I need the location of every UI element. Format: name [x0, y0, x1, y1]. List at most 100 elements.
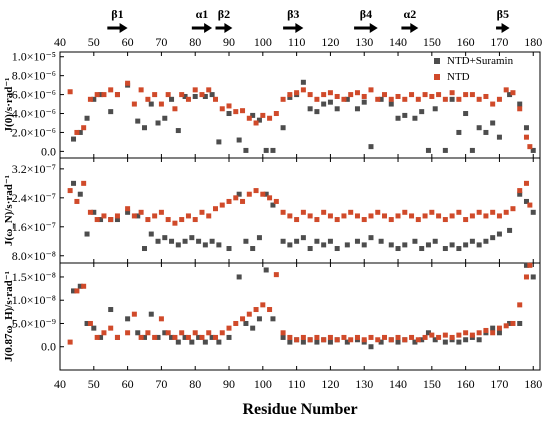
data-point — [243, 147, 249, 153]
data-point — [476, 96, 482, 102]
data-point — [523, 274, 529, 280]
data-point — [327, 213, 333, 219]
x-tick-label: 90 — [223, 35, 235, 49]
data-point — [138, 334, 144, 340]
data-point — [463, 92, 469, 98]
data-point — [496, 231, 502, 237]
data-point — [425, 147, 431, 153]
data-point — [354, 90, 360, 96]
data-point — [436, 213, 442, 219]
data-point — [209, 334, 215, 340]
data-point — [280, 125, 286, 131]
data-point — [145, 330, 151, 336]
data-point — [415, 96, 421, 102]
data-point — [185, 334, 191, 340]
y-tick-label: 5.0×10⁻⁹ — [12, 316, 56, 330]
data-point — [114, 217, 120, 223]
data-point — [429, 332, 435, 338]
data-point — [294, 217, 300, 223]
data-point — [321, 337, 327, 343]
data-point — [523, 125, 529, 131]
data-point — [270, 202, 276, 208]
data-point — [87, 96, 93, 102]
data-point — [162, 235, 168, 241]
data-point — [388, 242, 394, 248]
data-point — [422, 213, 428, 219]
data-point — [432, 106, 438, 112]
data-point — [84, 231, 90, 237]
data-point — [344, 96, 350, 102]
data-point — [175, 339, 181, 345]
data-point — [422, 92, 428, 98]
ss-arrow-head — [369, 23, 378, 33]
data-point — [530, 274, 536, 280]
data-point — [219, 106, 225, 112]
data-point — [131, 213, 137, 219]
data-point — [114, 213, 120, 219]
data-point — [179, 330, 185, 336]
data-point — [212, 96, 218, 102]
x-tick-label: 60 — [122, 377, 134, 391]
data-point — [267, 307, 273, 313]
data-point — [240, 316, 246, 322]
data-point — [334, 93, 340, 99]
data-point — [182, 238, 188, 244]
data-point — [131, 101, 137, 107]
data-point — [530, 209, 536, 215]
data-point — [155, 238, 161, 244]
data-point — [155, 334, 161, 340]
data-point — [84, 115, 90, 121]
data-point — [483, 327, 489, 333]
data-point — [209, 238, 215, 244]
data-point — [152, 213, 158, 219]
data-point — [206, 330, 212, 336]
data-point — [202, 93, 208, 99]
data-point — [442, 332, 448, 338]
data-point — [67, 89, 73, 95]
data-point — [523, 262, 529, 268]
data-point — [101, 330, 107, 336]
ss-element: α2 — [401, 7, 419, 33]
data-point — [395, 334, 401, 340]
data-point — [209, 92, 215, 98]
data-point — [307, 106, 313, 112]
data-point — [449, 242, 455, 248]
legend: NTD+Suramin NTD — [434, 55, 514, 83]
data-point — [152, 92, 158, 98]
data-point — [212, 206, 218, 212]
data-point — [409, 334, 415, 340]
data-point — [280, 330, 286, 336]
data-point — [409, 213, 415, 219]
data-point — [354, 106, 360, 112]
data-point — [243, 238, 249, 244]
data-point — [71, 288, 77, 294]
data-point — [98, 334, 104, 340]
data-point — [341, 213, 347, 219]
data-point — [378, 238, 384, 244]
data-point — [368, 334, 374, 340]
data-point — [263, 267, 269, 273]
data-point — [233, 195, 239, 201]
data-point — [490, 325, 496, 331]
data-point — [354, 213, 360, 219]
data-point — [240, 198, 246, 204]
data-point — [483, 129, 489, 135]
y-tick-label: 8.0×10⁻⁸ — [12, 249, 56, 263]
data-point — [142, 246, 148, 252]
data-point — [402, 337, 408, 343]
data-point — [108, 325, 114, 331]
data-point — [402, 112, 408, 118]
data-point — [158, 209, 164, 215]
data-point — [253, 307, 259, 313]
data-point — [94, 217, 100, 223]
data-point — [175, 242, 181, 248]
data-point — [483, 238, 489, 244]
x-tick-label: 160 — [457, 35, 475, 49]
legend-marker — [434, 58, 440, 64]
x-tick-label: 160 — [457, 377, 475, 391]
y-tick-label: 1.0×10⁻⁵ — [12, 50, 56, 64]
data-point — [344, 242, 350, 248]
ss-label: β4 — [360, 7, 372, 21]
data-point — [348, 209, 354, 215]
data-point — [300, 87, 306, 93]
